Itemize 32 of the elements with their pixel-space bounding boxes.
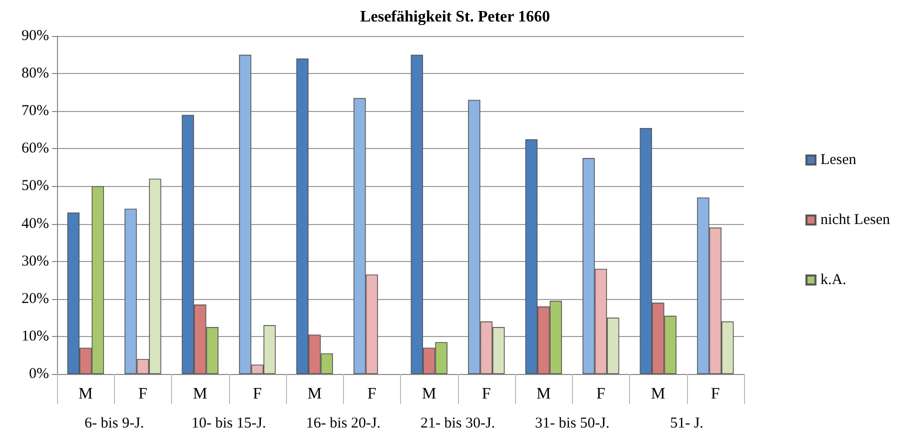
y-tick-label: 60% xyxy=(22,140,49,157)
y-tick-label: 50% xyxy=(22,178,49,194)
y-tick-label: 0% xyxy=(29,366,49,382)
x-tick-label: M xyxy=(78,386,93,402)
text: 21- bis 30-J. xyxy=(420,416,496,432)
y-tick-label: 30% xyxy=(22,253,49,270)
text: 10- bis 15-J. xyxy=(191,416,266,432)
x-tick-label: M xyxy=(536,386,551,402)
x-tick-label: F xyxy=(138,386,148,402)
x-tick-label: F xyxy=(710,386,720,402)
x-tick-label: F xyxy=(367,386,376,402)
text: 51- J. xyxy=(670,416,704,432)
x-tick-label: F xyxy=(482,386,491,402)
x-tick-label: F xyxy=(596,386,606,402)
x-tick-label: M xyxy=(308,386,322,402)
x-tick-label: M xyxy=(651,386,666,402)
legend-label: nicht Lesen xyxy=(820,212,890,228)
legend-label: Lesen xyxy=(820,152,857,168)
y-tick-label: 40% xyxy=(22,216,49,232)
text: 16- bis 20-J. xyxy=(306,416,381,432)
text: 6- bis 9-J. xyxy=(84,416,144,432)
x-tick-label: F xyxy=(252,386,262,402)
y-tick-label: 10% xyxy=(22,328,49,344)
legend-label: k.A. xyxy=(820,272,846,288)
y-tick-label: 80% xyxy=(22,66,49,82)
text: 31- bis 50-J. xyxy=(534,416,610,432)
y-tick-label: 70% xyxy=(22,103,49,120)
chart-title: Lesefähigkeit St. Peter 1660 xyxy=(360,8,550,26)
x-tick-label: M xyxy=(422,386,436,402)
x-tick-label: M xyxy=(193,386,208,402)
y-tick-label: 20% xyxy=(22,290,49,307)
y-tick-label: 90% xyxy=(22,28,49,44)
